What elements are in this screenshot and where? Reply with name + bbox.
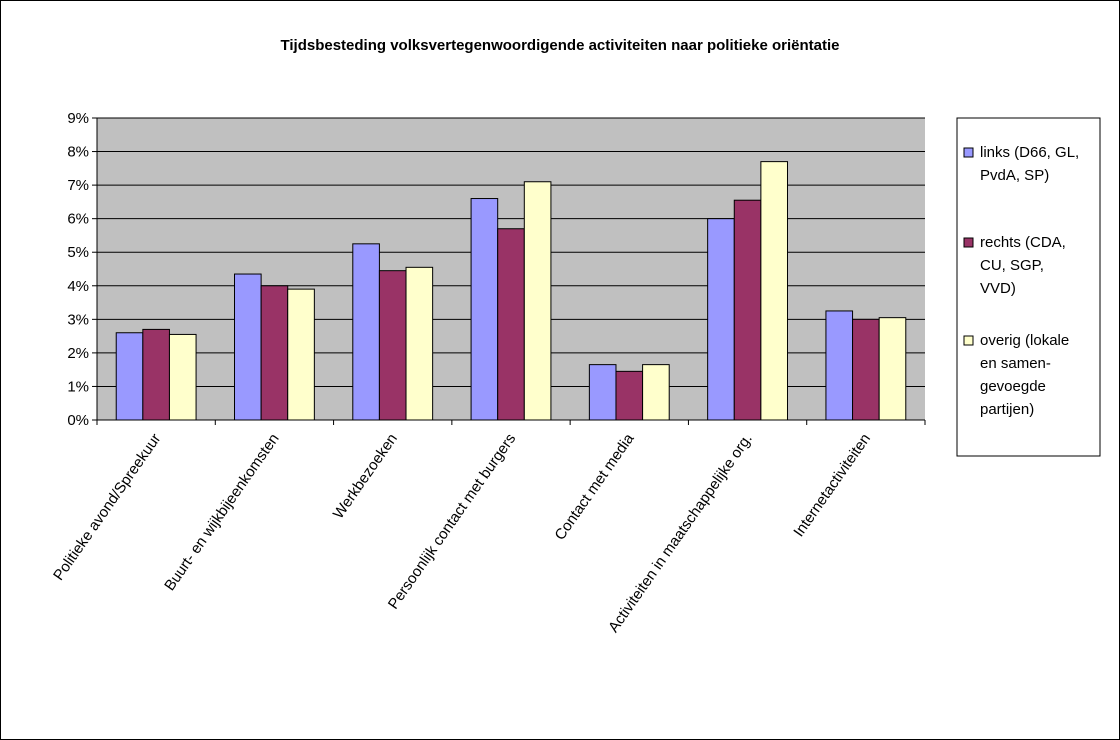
legend-label: gevoegde bbox=[980, 378, 1046, 395]
bar bbox=[852, 318, 880, 421]
legend: links (D66, GL, PvdA, SP) rechts (CDA, CU, … bbox=[956, 117, 1101, 457]
bar bbox=[615, 370, 644, 421]
y-tick-label: 6% bbox=[67, 211, 89, 228]
bar bbox=[733, 199, 762, 421]
bar bbox=[260, 285, 289, 421]
legend-box bbox=[956, 117, 1101, 457]
bar bbox=[352, 243, 380, 421]
bar bbox=[825, 310, 854, 421]
legend-label: en samen- bbox=[980, 355, 1051, 372]
chart-title: Tijdsbesteding volksvertegenwoordigende … bbox=[280, 37, 839, 54]
legend-swatch bbox=[963, 335, 974, 346]
axes bbox=[92, 117, 926, 425]
bar bbox=[168, 333, 197, 421]
y-tick-label: 3% bbox=[67, 311, 89, 328]
legend-label: rechts (CDA, bbox=[980, 234, 1066, 251]
legend-label: PvdA, SP) bbox=[980, 167, 1049, 184]
bar bbox=[378, 270, 407, 421]
bar bbox=[405, 266, 434, 421]
bar bbox=[642, 364, 670, 421]
y-tick-label: 7% bbox=[67, 177, 89, 194]
legend-label: VVD) bbox=[980, 280, 1016, 297]
x-category-label: Contact met media bbox=[551, 430, 638, 543]
y-tick-label: 2% bbox=[67, 345, 89, 362]
legend-label: partijen) bbox=[980, 401, 1034, 418]
legend-label: overig (lokale bbox=[980, 332, 1069, 349]
legend-swatch bbox=[963, 147, 974, 158]
x-category-label: Activiteiten in maatschappelijke org. bbox=[605, 431, 756, 636]
bar bbox=[142, 328, 170, 421]
bar bbox=[115, 332, 144, 421]
legend-label: CU, SGP, bbox=[980, 257, 1044, 274]
x-category-label: Politieke avond/Spreekuur bbox=[50, 431, 164, 584]
bar bbox=[707, 218, 735, 421]
bar bbox=[760, 161, 788, 421]
bar bbox=[234, 273, 262, 421]
y-tick-label: 9% bbox=[67, 110, 89, 127]
x-category-label: Internetactiviteiten bbox=[790, 431, 874, 540]
bar bbox=[497, 228, 525, 421]
legend-label: links (D66, GL, bbox=[980, 144, 1079, 161]
y-tick-label: 1% bbox=[67, 378, 89, 395]
y-tick-label: 8% bbox=[67, 144, 89, 161]
bar bbox=[470, 198, 499, 421]
y-tick-label: 5% bbox=[67, 244, 89, 261]
x-category-label: Persoonlijk contact met burgers bbox=[385, 431, 519, 613]
y-tick-label: 4% bbox=[67, 278, 89, 295]
y-tick-label: 0% bbox=[67, 412, 89, 429]
bar bbox=[878, 317, 907, 421]
bar bbox=[523, 181, 552, 421]
bar bbox=[588, 364, 617, 421]
bars bbox=[115, 161, 907, 421]
x-category-label: Werkbezoeken bbox=[330, 431, 401, 522]
x-category-label: Buurt- en wijkbijeenkomsten bbox=[161, 431, 283, 594]
bar bbox=[287, 288, 315, 421]
legend-swatch bbox=[963, 237, 974, 248]
y-axis-ticks: 0% 1% 2% 3% 4% 5% 6% 7% 8% 9% bbox=[67, 110, 89, 429]
